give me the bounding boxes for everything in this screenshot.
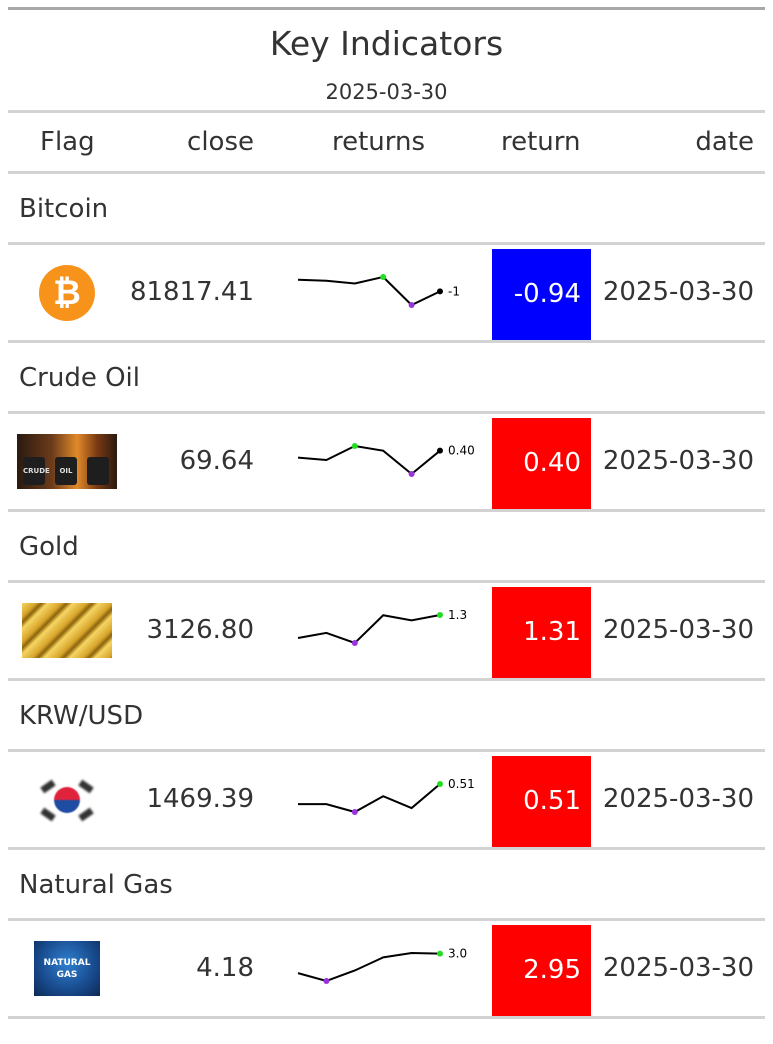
- close-value: 4.18: [196, 953, 254, 983]
- sparkline-last-value-label: -1: [448, 284, 460, 298]
- trigram-icon: [40, 807, 56, 821]
- row-rule: [8, 1016, 765, 1019]
- column-header-flag[interactable]: Flag: [40, 127, 95, 157]
- sparkline-path: [297, 951, 441, 983]
- image-caption: NATURAL: [43, 957, 91, 968]
- row-rule: [8, 242, 765, 245]
- row-rule: [8, 749, 765, 752]
- trigram-icon: [40, 779, 56, 793]
- sparkline-low-point: [408, 471, 415, 477]
- close-value: 69.64: [179, 446, 254, 476]
- returns-sparkline: -1: [297, 274, 460, 308]
- flag-cell: CRUDE OIL: [8, 414, 126, 509]
- return-value: 0.51: [492, 756, 591, 847]
- return-value: 2.95: [492, 925, 591, 1016]
- sparkline-low-point: [408, 302, 415, 308]
- row-rule: [8, 847, 765, 850]
- column-header-returns[interactable]: returns: [332, 127, 426, 157]
- table-subtitle: 2025-03-30: [325, 80, 448, 104]
- row-rule: [8, 918, 765, 921]
- row-rule: [8, 678, 765, 681]
- sparkline-high-point: [437, 781, 443, 787]
- column-header-row: Flag close returns return date: [8, 113, 765, 171]
- sparkline-last-point: [437, 447, 443, 454]
- date-value: 2025-03-30: [602, 277, 754, 307]
- image-caption: GAS: [56, 969, 78, 980]
- table-row: 3126.80 1.3 1.31 2025-03-30: [8, 583, 765, 678]
- date-value: 2025-03-30: [602, 446, 754, 476]
- sparkline-path: [297, 275, 441, 307]
- row-rule: [8, 509, 765, 512]
- table-title: Key Indicators: [269, 24, 504, 63]
- sparkline-path: [298, 783, 441, 814]
- returns-sparkline: 0.51: [298, 777, 474, 815]
- trigram-icon: [78, 807, 94, 821]
- group-label-natural-gas: Natural Gas: [19, 870, 173, 900]
- group-label-gold: Gold: [19, 532, 79, 562]
- sparkline-high-point: [380, 274, 387, 280]
- sparkline-last-value-label: 1.3: [448, 608, 467, 622]
- column-header-return[interactable]: return: [501, 127, 581, 157]
- row-rule: [8, 340, 765, 343]
- bitcoin-logo-icon: ₿: [39, 264, 95, 321]
- returns-sparkline: 0.40: [297, 443, 474, 477]
- flag-cell: ₿: [8, 245, 126, 340]
- table-row: ₿ 81817.41 -1 -0.94 2025-03-30: [8, 245, 765, 340]
- return-value: -0.94: [492, 249, 591, 340]
- return-value: 1.31: [492, 587, 591, 678]
- row-rule: [8, 411, 765, 414]
- sparkline-high-point: [437, 950, 443, 957]
- sparkline-path: [297, 614, 441, 645]
- crude-oil-barrels-image: CRUDE OIL: [17, 434, 117, 489]
- flag-cell: [8, 752, 126, 847]
- sparkline-last-point: [437, 288, 443, 295]
- taegeuk-icon: [54, 786, 80, 813]
- flag-cell: NATURAL GAS: [8, 921, 126, 1016]
- column-header-close[interactable]: close: [187, 127, 254, 157]
- barrel-label: OIL: [55, 457, 77, 485]
- return-value: 0.40: [492, 418, 591, 509]
- sparkline-low-point: [351, 809, 358, 815]
- natural-gas-image: NATURAL GAS: [34, 941, 100, 996]
- sparkline-path: [297, 444, 441, 476]
- group-label-krw-usd: KRW/USD: [19, 701, 144, 731]
- south-korea-flag-icon: [37, 775, 97, 825]
- gold-bars-image: [22, 603, 112, 658]
- close-value: 81817.41: [129, 277, 254, 307]
- table-row: CRUDE OIL 69.64 0.40 0.40 2025-03-30: [8, 414, 765, 509]
- barrel-label: CRUDE: [23, 457, 50, 485]
- table-row: NATURAL GAS 4.18 3.0 2.95 2025-03-30: [8, 921, 765, 1016]
- flag-cell: [8, 583, 126, 678]
- barrel-icon: [87, 457, 109, 485]
- date-value: 2025-03-30: [602, 615, 754, 645]
- row-rule: [8, 580, 765, 583]
- sparkline-high-point: [351, 443, 358, 449]
- sparkline-last-value-label: 0.51: [448, 777, 474, 791]
- table-row: 1469.39 0.51 0.51 2025-03-30: [8, 752, 765, 847]
- column-header-date[interactable]: date: [695, 127, 754, 157]
- sparkline-high-point: [437, 612, 443, 618]
- date-value: 2025-03-30: [602, 953, 754, 983]
- sparkline-last-value-label: 3.0: [448, 947, 467, 961]
- sparkline-last-value-label: 0.40: [448, 444, 474, 458]
- sparkline-low-point: [323, 978, 330, 984]
- top-border: [8, 7, 765, 10]
- returns-sparkline: 3.0: [297, 947, 467, 984]
- group-label-crude-oil: Crude Oil: [19, 363, 140, 393]
- sparkline-low-point: [351, 640, 358, 646]
- close-value: 3126.80: [146, 615, 254, 645]
- trigram-icon: [78, 779, 94, 793]
- close-value: 1469.39: [146, 784, 254, 814]
- returns-sparkline: 1.3: [297, 608, 467, 646]
- header-top-rule: [8, 110, 765, 113]
- date-value: 2025-03-30: [602, 784, 754, 814]
- key-indicators-table: Key Indicators 2025-03-30 Flag close ret…: [8, 7, 765, 1019]
- header-bottom-rule: [8, 171, 765, 174]
- group-label-bitcoin: Bitcoin: [19, 194, 109, 224]
